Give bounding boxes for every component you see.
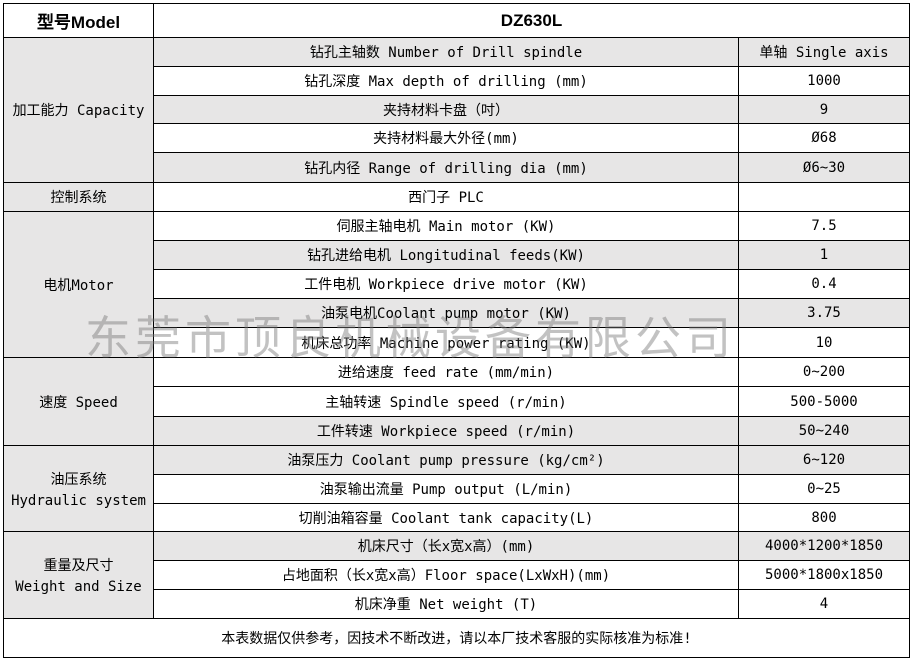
table-row: 钻孔深度 Max depth of drilling (mm) 1000: [4, 66, 911, 96]
table-row: 切削油箱容量 Coolant tank capacity(L) 800: [4, 503, 911, 532]
spec-item: 进给速度 feed rate (mm/min): [153, 357, 739, 387]
spec-item: 机床尺寸（长x宽x高）(mm): [153, 531, 739, 561]
group-label: 重量及尺寸 Weight and Size: [3, 531, 154, 619]
table-row: 钻孔进给电机 Longitudinal feeds(KW) 1: [4, 240, 911, 270]
table-row: 速度 Speed 进给速度 feed rate (mm/min) 0~200: [3, 357, 911, 446]
spec-value: 1: [737, 240, 911, 270]
spec-value: Ø6~30: [737, 152, 911, 183]
spec-item: 主轴转速 Spindle speed (r/min): [153, 386, 739, 417]
spec-value: 0~200: [737, 357, 911, 387]
table-row: 油压系统 Hydraulic system 油泵压力 Coolant pump pr…: [3, 445, 911, 532]
spec-value: 0.4: [737, 269, 911, 299]
spec-value: 50~240: [737, 416, 911, 446]
spec-value: 3.75: [737, 298, 911, 328]
table-row: 夹持材料卡盘（吋） 9: [4, 95, 911, 124]
spec-table: 型号Model DZ630L 加工能力 Capacity 钻孔主轴数 Number…: [2, 3, 911, 658]
spec-value: 1000: [737, 66, 911, 96]
spec-value: 7.5: [737, 211, 911, 241]
group-label-text: 加工能力 Capacity: [12, 103, 145, 119]
table-row: 主轴转速 Spindle speed (r/min) 500-5000: [4, 386, 911, 417]
group-label-text: 速度 Speed: [39, 394, 118, 411]
spec-item: 油泵电机Coolant pump motor (KW): [153, 298, 739, 328]
spec-value: 4000*1200*1850: [737, 531, 911, 561]
spec-item: 工件电机 Workpiece drive motor (KW): [153, 269, 739, 299]
spec-item: 切削油箱容量 Coolant tank capacity(L): [153, 503, 739, 532]
group-label-text: 电机Motor: [43, 277, 114, 294]
table-row: 工件电机 Workpiece drive motor (KW) 0.4: [4, 269, 911, 299]
spec-item: 机床净重 Net weight (T): [153, 589, 739, 619]
spec-value: 5000*1800x1850: [737, 560, 911, 590]
spec-value: 10: [737, 327, 911, 358]
model-label: 型号Model: [3, 3, 154, 38]
table-row: 重量及尺寸 Weight and Size 机床尺寸（长x宽x高）(mm) 4000*…: [3, 531, 911, 619]
group-label: 电机Motor: [3, 211, 154, 358]
spec-item: 钻孔内径 Range of drilling dia (mm): [153, 152, 739, 183]
spec-item: 钻孔深度 Max depth of drilling (mm): [153, 66, 739, 96]
table-row: 加工能力 Capacity 钻孔主轴数 Number of Drill spind…: [3, 37, 911, 183]
spec-value: [737, 182, 911, 212]
footer-note: 本表数据仅供参考，因技术不断改进，请以本厂技术客服的实际核准为标准!: [2, 618, 911, 658]
table-row: 油泵电机Coolant pump motor (KW) 3.75: [4, 298, 911, 328]
table-row: 机床总功率 Machine power rating (KW) 10: [4, 327, 911, 358]
group-label-text: 油压系统: [50, 471, 107, 488]
table-row: 夹持材料最大外径(mm) Ø68: [4, 123, 911, 153]
table-row: 钻孔内径 Range of drilling dia (mm) Ø6~30: [4, 152, 911, 183]
spec-item: 夹持材料卡盘（吋）: [153, 95, 739, 124]
spec-item: 钻孔主轴数 Number of Drill spindle: [153, 37, 739, 67]
spec-item: 油泵压力 Coolant pump pressure (kg/cm²): [153, 445, 739, 475]
spec-item: 工件转速 Workpiece speed (r/min): [153, 416, 739, 446]
table-row: 油泵输出流量 Pump output (L/min) 0~25: [4, 474, 911, 504]
spec-value: 500-5000: [737, 386, 911, 417]
table-row: 控制系统 西门子 PLC: [3, 182, 911, 212]
table-row: 占地面积（长x宽x高）Floor space(LxWxH)(mm) 5000*18…: [4, 560, 911, 590]
group-label: 油压系统 Hydraulic system: [3, 445, 154, 532]
spec-item: 占地面积（长x宽x高）Floor space(LxWxH)(mm): [153, 560, 739, 590]
group-label-en: Hydraulic system: [11, 492, 146, 509]
spec-item: 伺服主轴电机 Main motor (KW): [153, 211, 739, 241]
model-value: DZ630L: [152, 3, 911, 38]
spec-item: 夹持材料最大外径(mm): [153, 123, 739, 153]
spec-value: 4: [737, 589, 911, 619]
group-label: 控制系统: [3, 182, 154, 212]
header-row: 型号Model DZ630L: [3, 3, 911, 38]
spec-value: 6~120: [737, 445, 911, 475]
spec-item: 西门子 PLC: [153, 182, 739, 212]
group-label-en: Weight and Size: [15, 579, 142, 595]
spec-value: 单轴 Single axis: [737, 37, 911, 67]
group-label: 速度 Speed: [3, 357, 154, 446]
footer-row: 本表数据仅供参考，因技术不断改进，请以本厂技术客服的实际核准为标准!: [2, 618, 911, 658]
group-label-text: 控制系统: [50, 190, 107, 206]
spec-item: 钻孔进给电机 Longitudinal feeds(KW): [153, 240, 739, 270]
spec-value: 0~25: [737, 474, 911, 504]
group-label: 加工能力 Capacity: [3, 37, 154, 183]
spec-value: 800: [737, 503, 911, 532]
group-label-text: 重量及尺寸: [43, 558, 114, 574]
spec-item: 油泵输出流量 Pump output (L/min): [153, 474, 739, 504]
spec-item: 机床总功率 Machine power rating (KW): [153, 327, 739, 358]
spec-value: 9: [737, 95, 911, 124]
spec-value: Ø68: [737, 123, 911, 153]
table-row: 电机Motor 伺服主轴电机 Main motor (KW) 7.5: [3, 211, 911, 358]
